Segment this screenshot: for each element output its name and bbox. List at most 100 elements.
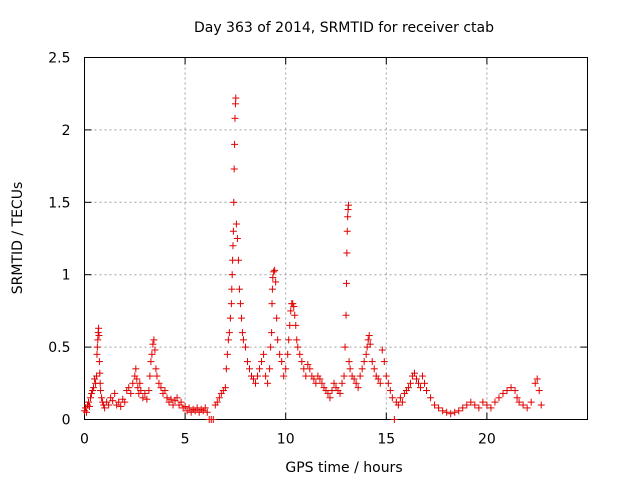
data-point xyxy=(344,201,352,209)
data-point xyxy=(346,365,354,373)
data-point xyxy=(287,307,295,315)
data-point xyxy=(293,336,301,344)
data-point xyxy=(105,401,113,409)
data-point xyxy=(231,114,239,122)
data-point xyxy=(417,384,425,392)
data-point xyxy=(479,398,487,406)
data-point xyxy=(304,360,312,368)
data-point xyxy=(423,387,431,395)
data-point xyxy=(209,416,217,423)
data-point xyxy=(475,404,483,412)
data-point xyxy=(406,379,414,387)
data-point xyxy=(177,398,185,406)
data-point xyxy=(267,343,275,351)
data-point xyxy=(224,336,232,344)
data-point xyxy=(410,369,418,377)
data-point xyxy=(95,358,103,366)
data-point xyxy=(366,340,374,348)
data-point xyxy=(278,358,286,366)
data-point xyxy=(380,358,388,366)
data-point xyxy=(93,343,101,351)
y-tick-label: 0.5 xyxy=(48,340,70,356)
data-point xyxy=(384,379,392,387)
data-point xyxy=(134,384,142,392)
data-point xyxy=(90,384,98,392)
data-point xyxy=(290,303,298,311)
data-point xyxy=(370,365,378,373)
data-point xyxy=(185,404,193,412)
data-point xyxy=(360,358,368,366)
data-point xyxy=(535,387,543,395)
data-point xyxy=(87,394,95,402)
data-point xyxy=(232,94,240,102)
data-point xyxy=(483,401,491,409)
data-point xyxy=(378,346,386,354)
y-axis-label: SRMTID / TECUs xyxy=(10,182,26,295)
data-point xyxy=(121,398,129,406)
data-point xyxy=(364,336,372,344)
data-point xyxy=(127,389,135,397)
data-point xyxy=(232,220,240,228)
data-point xyxy=(292,321,300,329)
data-point xyxy=(223,350,231,358)
data-point xyxy=(336,389,344,397)
data-point xyxy=(286,321,294,329)
data-point xyxy=(270,268,278,276)
data-point xyxy=(125,384,133,392)
data-point xyxy=(316,375,324,383)
data-point xyxy=(147,358,155,366)
data-point xyxy=(282,365,290,373)
data-point xyxy=(499,389,507,397)
data-point xyxy=(342,311,350,319)
data-point xyxy=(230,165,238,173)
data-point xyxy=(266,365,274,373)
data-point xyxy=(302,372,310,380)
data-point xyxy=(503,387,511,395)
data-point xyxy=(238,329,246,337)
data-point xyxy=(274,336,282,344)
data-point xyxy=(368,358,376,366)
data-point xyxy=(229,256,237,264)
y-tick-label: 2.5 xyxy=(48,51,70,67)
data-point xyxy=(227,300,235,308)
x-tick-label: 10 xyxy=(277,432,295,448)
data-point xyxy=(161,387,169,395)
data-point xyxy=(350,375,358,383)
data-point xyxy=(86,402,94,410)
data-point xyxy=(431,401,439,409)
data-point xyxy=(146,372,154,380)
x-tick-label: 15 xyxy=(377,432,395,448)
data-point xyxy=(519,401,527,409)
data-point xyxy=(365,332,373,340)
data-point xyxy=(264,379,272,387)
data-point xyxy=(95,324,103,332)
data-points xyxy=(81,94,545,423)
data-point xyxy=(388,394,396,402)
data-point xyxy=(330,379,338,387)
data-point xyxy=(181,402,189,410)
data-point xyxy=(137,387,145,395)
data-point xyxy=(284,350,292,358)
data-point xyxy=(356,372,364,380)
data-point xyxy=(491,398,499,406)
data-point xyxy=(231,140,239,148)
data-point xyxy=(343,249,351,257)
data-point xyxy=(537,401,545,409)
data-point xyxy=(345,358,353,366)
data-point xyxy=(111,389,119,397)
data-point xyxy=(273,314,281,322)
data-point xyxy=(515,398,523,406)
data-point xyxy=(390,416,398,423)
data-point xyxy=(412,375,420,383)
data-point xyxy=(354,384,362,392)
data-point xyxy=(341,343,349,351)
data-point xyxy=(93,350,101,358)
data-point xyxy=(228,271,236,279)
data-point xyxy=(132,365,140,373)
data-point xyxy=(234,256,242,264)
x-tick-label: 5 xyxy=(181,432,190,448)
data-point xyxy=(169,401,177,409)
data-point xyxy=(310,375,318,383)
data-point xyxy=(148,350,156,358)
